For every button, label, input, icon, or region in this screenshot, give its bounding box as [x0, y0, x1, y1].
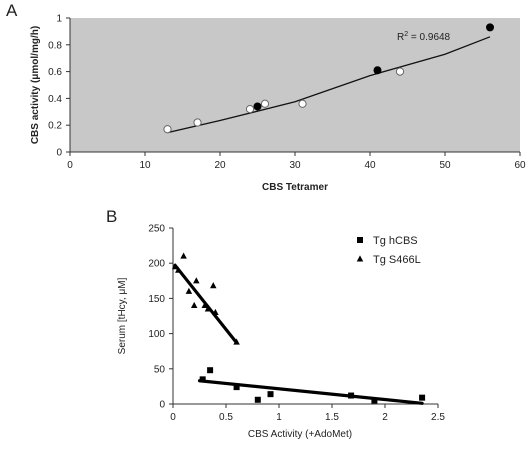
panel-a: A 0 10 20 30 40 50 60 0 0.2 0.4 0.6 0.8 1 R2 = 0.96… [6, 1, 526, 193]
panel-a-open-point [193, 118, 202, 127]
panel-b-triangle-point [190, 301, 198, 308]
panel-b-y-tick-label: 200 [148, 259, 165, 270]
panel-a-x-tick-label: 0 [67, 160, 73, 171]
panel-a-filled-point [253, 102, 262, 111]
panel-b-triangle-point [201, 301, 209, 308]
panel-a-x-tick-label: 60 [514, 160, 526, 171]
panel-b-y-axis-label: Serum [tHcy, μM] [117, 277, 128, 354]
panel-a-filled-point [486, 23, 494, 32]
legend-entry-label: Tg hCBS [373, 235, 418, 247]
panel-a-trendline [167, 36, 491, 134]
panel-b-y-tick-label: 150 [148, 294, 165, 305]
panel-a-open-point [298, 99, 307, 108]
panel-a-open-point [395, 67, 405, 76]
legend-square-marker [357, 237, 363, 243]
panel-b-legend: Tg hCBS Tg S466L [356, 235, 421, 266]
panel-a-label: A [6, 1, 18, 20]
panel-a-x-tick-label: 10 [139, 160, 151, 171]
panel-b-triangle-point [171, 263, 179, 270]
panel-b-x-tick-label: 2.5 [431, 412, 445, 423]
legend-triangle-marker [356, 255, 364, 262]
panel-b-label: B [106, 207, 117, 226]
panel-a-plot-area [70, 18, 520, 152]
panel-b-square-point [348, 392, 355, 399]
panel-a-x-tick-label: 40 [364, 160, 376, 171]
panel-a-x-tick-label: 30 [289, 160, 301, 171]
panel-b-square-point [267, 391, 274, 398]
panel-a-x-axis-label: CBS Tetramer [262, 182, 328, 193]
panel-a-y-tick-label: 0.6 [48, 67, 62, 78]
panel-b-y-tick-label: 50 [154, 364, 166, 375]
panel-b-square-point [207, 367, 214, 374]
panel-b-square-point [233, 384, 240, 391]
panel-a-x-tick-label: 20 [214, 160, 226, 171]
panel-a-open-point [245, 105, 255, 114]
panel-b-triangle-point [212, 308, 219, 315]
panel-b-x-axis-label: CBS Activity (+AdoMet) [248, 429, 352, 440]
panel-b-triangle-point [204, 305, 212, 312]
panel-b-triangle-point [185, 287, 193, 294]
panel-b-x-tick-label: 1.5 [325, 412, 339, 423]
panel-b-triangle-point [233, 338, 240, 345]
panel-b-triangle-point [210, 282, 217, 289]
panel-a-y-tick-label: 0.8 [48, 40, 62, 51]
panel-a-filled-point [373, 66, 382, 75]
panel-b-x-tick-label: 0 [170, 412, 176, 423]
panel-b-triangle-point [180, 252, 187, 259]
panel-a-y-axis-label: CBS activity (μmol/mg/h) [30, 26, 41, 144]
panel-a-y-tick-label: 1 [56, 14, 62, 25]
panel-b-x-tick-label: 2 [382, 412, 388, 423]
panel-b-fit-line-1 [197, 379, 424, 405]
panel-a-y-tick-label: 0.4 [48, 94, 62, 105]
panel-b-square-point [371, 397, 378, 404]
panel-b-square-point [254, 396, 261, 403]
panel-b-x-tick-label: 1 [276, 412, 282, 423]
panel-b-square-point [199, 376, 206, 383]
panel-b-square-point [419, 394, 426, 401]
panel-b-triangle-point [193, 277, 200, 284]
panel-a-open-point [163, 125, 172, 134]
panel-a-x-tick-label: 50 [439, 160, 451, 171]
panel-b-y-tick-label: 0 [159, 400, 165, 411]
panel-a-r-squared: R2 = 0.9648 [397, 31, 451, 43]
panel-b-y-tick-label: 250 [148, 224, 165, 235]
panel-b-y-tick-label: 100 [148, 329, 165, 340]
panel-a-open-point [260, 99, 270, 108]
panel-b-triangle-point [175, 266, 182, 273]
panel-a-y-tick-label: 0.2 [48, 121, 62, 132]
panel-a-y-tick-label: 0 [56, 148, 62, 159]
legend-entry-label: Tg S466L [373, 254, 421, 266]
panel-b-x-tick-label: 0.5 [219, 412, 233, 423]
